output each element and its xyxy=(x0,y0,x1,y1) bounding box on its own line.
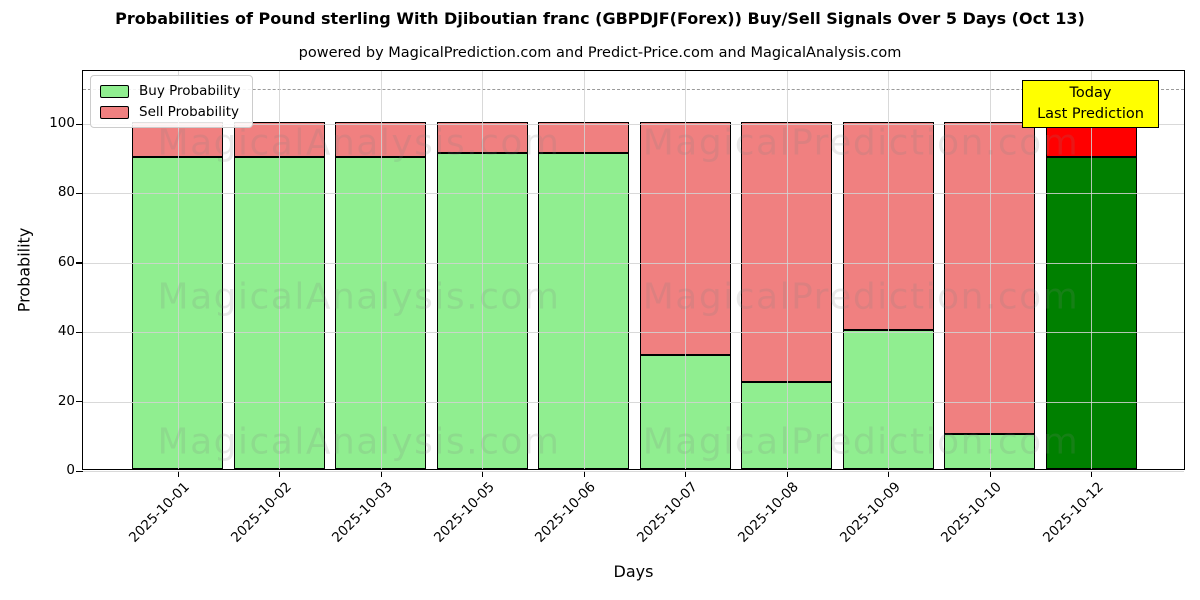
today-annotation-line2: Last Prediction xyxy=(1037,106,1144,123)
x-tick-mark xyxy=(1091,471,1093,477)
legend-label-sell: Sell Probability xyxy=(139,104,240,120)
x-gridline xyxy=(786,71,788,469)
y-tick-label: 100 xyxy=(49,115,75,132)
y-tick-label: 80 xyxy=(57,184,75,201)
y-tick-mark xyxy=(76,262,83,264)
y-gridline xyxy=(83,124,1184,126)
x-tick-mark xyxy=(177,471,179,477)
y-tick-label: 0 xyxy=(66,462,75,478)
y-tick-label: 40 xyxy=(57,323,75,340)
y-tick-label: 20 xyxy=(57,392,75,409)
today-annotation-line1: Today xyxy=(1069,85,1112,101)
y-tick-label: 60 xyxy=(57,253,75,270)
x-tick-mark xyxy=(482,471,484,477)
y-tick-mark xyxy=(76,470,83,472)
x-tick-mark xyxy=(685,471,687,477)
x-tick-label-text: 2025-10-06 xyxy=(532,479,599,546)
y-gridline xyxy=(83,193,1184,195)
legend-item-buy: Buy Probability xyxy=(100,83,240,99)
x-tick-mark xyxy=(888,471,890,477)
x-gridline xyxy=(989,71,991,469)
chart-title: Probabilities of Pound sterling With Dji… xyxy=(115,9,1085,28)
x-gridline xyxy=(1091,71,1092,469)
legend-label-buy: Buy Probability xyxy=(139,83,241,99)
y-tick-mark xyxy=(76,331,83,334)
watermark-left: MagicalAnalysis.com xyxy=(157,276,561,318)
x-tick-mark xyxy=(989,471,991,477)
y-axis-label: Probability xyxy=(14,227,34,313)
x-tick-label-text: 2025-10-02 xyxy=(227,479,295,546)
x-gridline xyxy=(685,71,686,469)
x-gridline xyxy=(279,71,280,469)
x-gridline xyxy=(888,71,889,469)
x-gridline xyxy=(380,71,382,469)
legend-item-sell: Sell Probability xyxy=(100,104,240,120)
chart-subtitle: powered by MagicalPrediction.com and Pre… xyxy=(298,45,902,61)
watermark-left: MagicalAnalysis.com xyxy=(157,421,561,463)
x-axis-label: Days xyxy=(613,562,654,581)
watermark-right: MagicalPrediction.com xyxy=(642,122,1080,164)
watermark-left: MagicalAnalysis.com xyxy=(157,122,561,164)
x-gridline xyxy=(482,71,483,469)
y-gridline xyxy=(83,332,1184,334)
sell-swatch-icon xyxy=(100,105,129,119)
y-tick-mark xyxy=(76,401,83,403)
today-annotation: Today Last Prediction xyxy=(1022,80,1159,129)
threshold-dashed-line xyxy=(83,89,1184,91)
y-gridline xyxy=(83,471,1184,472)
watermark-right: MagicalPrediction.com xyxy=(642,276,1080,318)
y-tick-mark xyxy=(76,123,83,125)
x-tick-label-text: 2025-10-08 xyxy=(735,479,802,546)
buy-swatch-icon xyxy=(100,84,129,98)
y-tick-mark xyxy=(76,192,83,195)
x-gridline xyxy=(583,71,585,469)
x-tick-mark xyxy=(786,471,788,477)
plot-area: Buy Probability Sell Probability Today L… xyxy=(49,70,1185,546)
x-tick-label-text: 2025-10-01 xyxy=(126,479,193,546)
x-tick-label-text: 2025-10-09 xyxy=(836,479,904,546)
legend: Buy Probability Sell Probability xyxy=(90,75,254,128)
watermark-right: MagicalPrediction.com xyxy=(642,421,1080,463)
x-tick-label-text: 2025-10-03 xyxy=(329,479,396,546)
x-tick-mark xyxy=(380,471,382,477)
y-gridline xyxy=(83,401,1184,403)
x-tick-label-text: 2025-10-10 xyxy=(938,479,1005,546)
x-tick-label-text: 2025-10-12 xyxy=(1039,479,1107,546)
x-tick-mark xyxy=(279,471,281,477)
x-tick-mark xyxy=(583,471,585,477)
x-tick-label-text: 2025-10-07 xyxy=(633,479,701,546)
x-gridline xyxy=(177,71,179,469)
x-tick-label-text: 2025-10-05 xyxy=(430,479,498,546)
y-gridline xyxy=(83,262,1184,264)
